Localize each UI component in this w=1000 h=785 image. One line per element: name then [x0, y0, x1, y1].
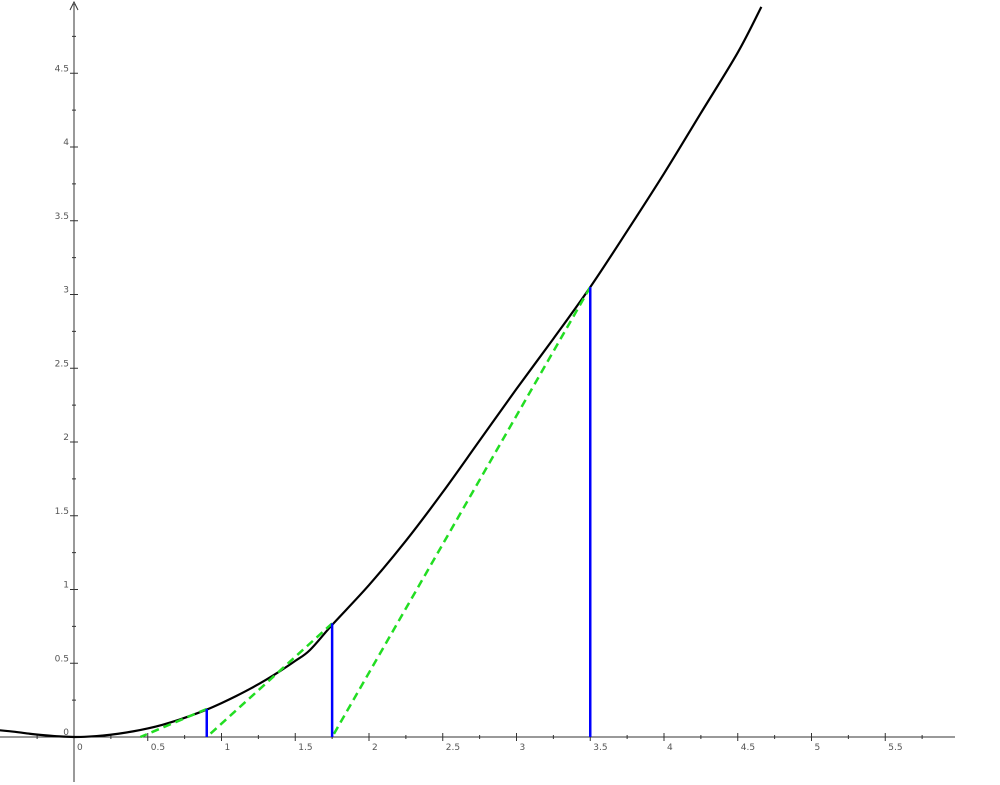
y-tick-label: 2.5: [55, 359, 69, 369]
x-tick-label: 4: [667, 743, 673, 753]
x-tick-label: 2: [372, 743, 378, 753]
x-tick-label: 0.5: [151, 743, 165, 753]
x-tick-label: 3: [520, 743, 526, 753]
y-tick-label: 0.5: [55, 654, 69, 664]
y-axis-ticks: 0 0.5 1 1.5 2 2.5 3 3.5 4 4.5: [55, 35, 78, 738]
y-tick-label: 4.5: [55, 64, 69, 74]
x-tick-label: 1: [225, 743, 231, 753]
y-tick-label: 3: [63, 286, 69, 296]
x-tick-label: 3.5: [593, 743, 607, 753]
y-tick-label: 1: [63, 581, 69, 591]
y-tick-label: 2: [63, 433, 69, 443]
y-tick-label: 1.5: [55, 507, 69, 517]
y-axis-arrow: [69, 0, 79, 11]
x-tick-label: 5.5: [888, 743, 902, 753]
y-tick-label: 0: [63, 728, 69, 738]
x-tick-label: 4.5: [741, 743, 755, 753]
vertical-segment-layer: [205, 287, 592, 737]
x-tick-label: 2.5: [446, 743, 460, 753]
x-tick-label: 1.5: [298, 743, 312, 753]
tangent-layer: [139, 286, 592, 739]
function-curve: [0, 6, 763, 739]
x-tick-label: 0: [77, 743, 83, 753]
tangent-segment: [205, 622, 333, 738]
x-tick-label: 5: [815, 743, 821, 753]
axes: [0, 0, 955, 782]
curve-layer: [0, 6, 763, 739]
x-axis-ticks: 0 0.5 1 1.5 2 2.5 3 3.5 4 4.5 5 5.5: [36, 733, 923, 753]
y-tick-label: 3.5: [55, 212, 69, 222]
tangent-segment: [331, 286, 592, 738]
y-tick-label: 4: [63, 138, 69, 148]
